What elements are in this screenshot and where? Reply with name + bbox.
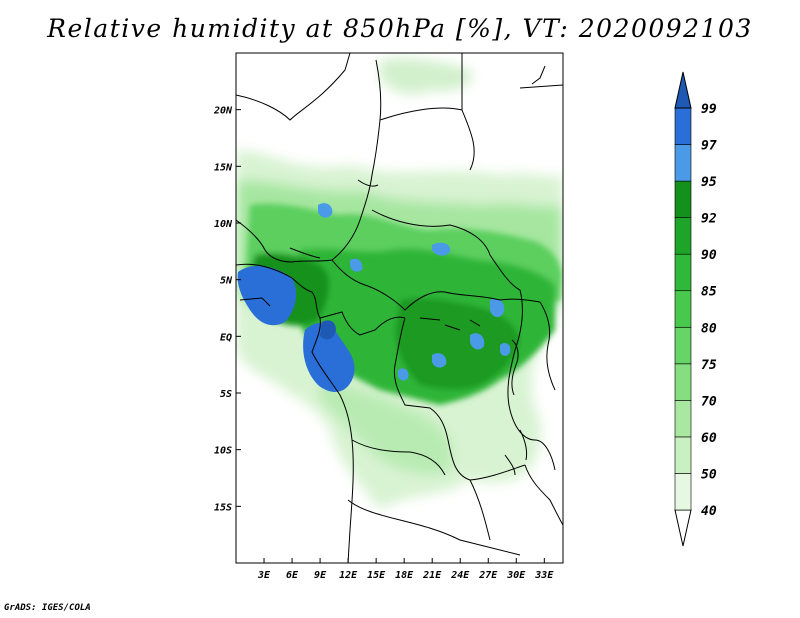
lat-tick-label: 20N (213, 106, 233, 117)
colorbar-label: 85 (701, 285, 717, 300)
map-frame (235, 52, 564, 564)
lon-tick-label: 15E (367, 570, 386, 581)
lon-tick-label: 6E (286, 570, 299, 581)
latitude-axis: 20N 15N 10N 5N EQ 5S 10S 15S (213, 106, 241, 513)
longitude-axis: 3E 6E 9E 12E 15E 18E 21E 24E 27E 30E 33E (257, 558, 554, 581)
colorbar-segment (674, 473, 692, 511)
lon-tick-label: 24E (450, 570, 470, 581)
colorbar-label: 92 (701, 212, 717, 227)
colorbar-segment (674, 363, 692, 401)
colorbar-label: 70 (701, 394, 717, 409)
colorbar-label: 60 (701, 431, 717, 446)
lat-tick-label: 15S (214, 502, 232, 513)
lon-tick-label: 9E (314, 570, 327, 581)
colorbar-label: 80 (701, 321, 717, 336)
humidity-field (236, 53, 563, 563)
colorbar-segment (674, 436, 692, 474)
lat-tick-label: EQ (220, 332, 232, 343)
lat-tick-label: 5S (220, 389, 232, 400)
colorbar-label: 75 (701, 358, 717, 373)
lon-tick-label: 18E (395, 570, 414, 581)
colorbar-label: 99 (701, 102, 717, 117)
lat-tick-label: 10N (214, 219, 233, 230)
lon-tick-label: 33E (534, 570, 554, 581)
colorbar: 40 50 60 70 75 80 85 90 92 95 97 99 (674, 71, 717, 547)
colorbar-low-arrow (674, 509, 692, 547)
colorbar-label: 95 (701, 175, 717, 190)
colorbar-segment (674, 107, 692, 145)
lon-tick-label: 30E (506, 570, 526, 581)
lat-tick-label: 5N (220, 276, 233, 287)
grads-credit: GrADS: IGES/COLA (4, 603, 91, 613)
colorbar-segment (674, 290, 692, 328)
colorbar-label: 40 (701, 504, 717, 519)
lon-tick-label: 3E (257, 570, 271, 581)
lon-tick-label: 27E (478, 570, 498, 581)
colorbar-label: 97 (701, 139, 717, 154)
colorbar-segment (674, 144, 692, 182)
colorbar-label: 90 (701, 248, 717, 263)
colorbar-segment (674, 180, 692, 218)
humidity-mid-layer (245, 203, 562, 405)
colorbar-label: 50 (701, 467, 717, 482)
lon-tick-label: 12E (339, 570, 358, 581)
colorbar-segment (674, 400, 692, 438)
lat-tick-label: 10S (214, 446, 232, 457)
lon-tick-label: 21E (422, 570, 442, 581)
colorbar-high-arrow (674, 71, 692, 109)
colorbar-segment (674, 217, 692, 255)
map-title: Relative humidity at 850hPa [%], VT: 202… (47, 14, 753, 43)
lat-tick-label: 15N (214, 162, 233, 173)
colorbar-segment (674, 326, 692, 365)
country-borders (236, 53, 563, 563)
colorbar-segment (674, 253, 692, 292)
